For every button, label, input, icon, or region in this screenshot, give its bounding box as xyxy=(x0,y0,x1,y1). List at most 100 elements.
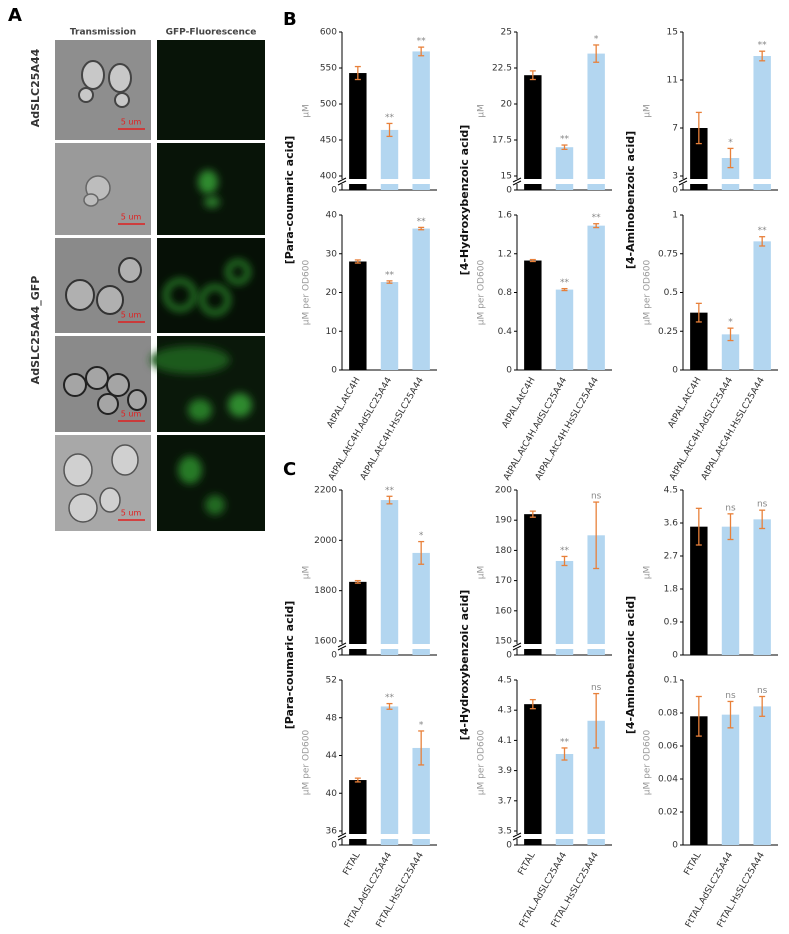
x-tick-label: AtPAL.AtC4H.HsSLC25A44 xyxy=(359,376,426,483)
axis-break-mark xyxy=(337,642,347,648)
axis-break xyxy=(338,179,437,184)
bar xyxy=(524,75,542,190)
bar xyxy=(690,128,708,190)
y-tick-label: 0.1 xyxy=(664,676,678,686)
bar xyxy=(380,500,399,655)
y-tick-label: 2200 xyxy=(314,486,337,496)
bar xyxy=(587,720,605,845)
y-tick-label: 0.08 xyxy=(658,709,678,719)
y-tick-label: 15 xyxy=(501,172,512,182)
axis-break-mark xyxy=(337,832,347,838)
y-tick-label: 44 xyxy=(326,751,338,761)
y-tick-label: 0 xyxy=(331,186,337,196)
significance-label: ** xyxy=(385,486,395,496)
y-tick-label: 0 xyxy=(506,186,512,196)
bar xyxy=(380,706,399,845)
scale-bar-label: 5 um xyxy=(121,509,142,518)
y-tick-label: 1.2 xyxy=(498,249,512,259)
significance-label: ns xyxy=(591,492,602,502)
y-axis-label: µM xyxy=(643,566,653,580)
axis-break-mark xyxy=(512,642,522,648)
significance-label: * xyxy=(728,318,733,328)
axis-break xyxy=(513,644,612,649)
y-tick-label: 40 xyxy=(326,211,338,221)
y-tick-label: 160 xyxy=(495,606,512,616)
bar xyxy=(555,289,574,370)
x-tick-label: FtTAL xyxy=(517,851,538,877)
y-tick-label: 0.04 xyxy=(658,775,678,785)
bar xyxy=(524,704,542,845)
significance-label: ns xyxy=(757,686,768,696)
significance-label: ** xyxy=(385,270,395,280)
y-tick-label: 1.6 xyxy=(498,211,513,221)
bar xyxy=(524,260,542,370)
y-tick-label: 3.5 xyxy=(498,827,512,837)
bar xyxy=(412,552,430,655)
bar xyxy=(349,73,367,190)
y-tick-label: 0 xyxy=(506,366,512,376)
significance-label: ns xyxy=(757,500,768,510)
significance-label: ** xyxy=(560,737,570,747)
x-tick-label: AtPAL.AtC4H.AdSLC25A44 xyxy=(327,376,394,483)
y-tick-label: 0 xyxy=(672,841,678,851)
bar xyxy=(753,519,771,655)
significance-label: ** xyxy=(560,135,570,145)
row-label: AdSLC25A44 xyxy=(29,48,42,127)
bar xyxy=(587,535,605,655)
y-tick-label: 1600 xyxy=(314,637,337,647)
significance-label: * xyxy=(594,34,599,44)
x-tick-label: FtTAL xyxy=(342,851,363,877)
bar xyxy=(753,706,771,845)
scale-bar-label: 5 um xyxy=(121,213,142,222)
y-tick-label: 0.06 xyxy=(658,742,678,752)
y-tick-label: 48 xyxy=(326,713,338,723)
y-tick-label: 200 xyxy=(495,486,512,496)
axis-break xyxy=(679,179,778,184)
axis-break-mark xyxy=(337,835,347,841)
y-tick-label: 0 xyxy=(672,186,678,196)
bar xyxy=(380,282,399,370)
x-tick-label: AtPAL.AtC4H xyxy=(667,376,704,430)
y-axis-label: µM xyxy=(302,566,312,580)
y-tick-label: 17.5 xyxy=(492,136,512,146)
significance-label: ** xyxy=(417,217,427,227)
y-tick-label: 1.8 xyxy=(664,585,679,595)
significance-label: ns xyxy=(725,691,736,701)
bar xyxy=(555,560,574,655)
y-tick-label: 0.4 xyxy=(498,327,513,337)
x-tick-label: AtPAL.AtC4H.HsSLC25A44 xyxy=(534,376,601,483)
bar xyxy=(412,51,430,190)
y-tick-label: 0 xyxy=(506,651,512,661)
bar xyxy=(412,747,430,845)
panel-letter: B xyxy=(283,9,297,30)
y-tick-label: 40 xyxy=(326,789,338,799)
compound-title: [4-Aminobenzoic acid] xyxy=(624,596,637,734)
x-tick-label: AtPAL.AtC4H.AdSLC25A44 xyxy=(502,376,569,483)
bar xyxy=(349,581,367,655)
x-tick-label: FtTAL xyxy=(683,851,704,877)
bar xyxy=(587,53,605,190)
y-tick-label: 450 xyxy=(320,136,337,146)
bar xyxy=(721,526,740,655)
column-header: GFP-Fluorescence xyxy=(166,28,257,38)
bar xyxy=(349,780,367,845)
y-tick-label: 0 xyxy=(331,366,337,376)
y-axis-label: µM xyxy=(302,104,312,118)
bar xyxy=(555,753,574,845)
y-tick-label: 0.5 xyxy=(664,288,678,298)
axis-break-mark xyxy=(512,832,522,838)
bar xyxy=(587,225,605,370)
y-tick-label: 4.5 xyxy=(664,486,678,496)
y-tick-label: 20 xyxy=(326,288,338,298)
bar xyxy=(753,56,771,190)
axis-break-mark xyxy=(678,180,688,186)
micrographs xyxy=(55,40,265,531)
x-tick-label: AtPAL.AtC4H xyxy=(326,376,363,430)
y-axis-label: µM xyxy=(643,104,653,118)
y-tick-label: 4.5 xyxy=(498,676,512,686)
y-tick-label: 0.9 xyxy=(664,618,679,628)
axis-break xyxy=(513,179,612,184)
y-tick-label: 3.9 xyxy=(498,766,513,776)
y-axis-label: µM per OD600 xyxy=(477,730,487,796)
